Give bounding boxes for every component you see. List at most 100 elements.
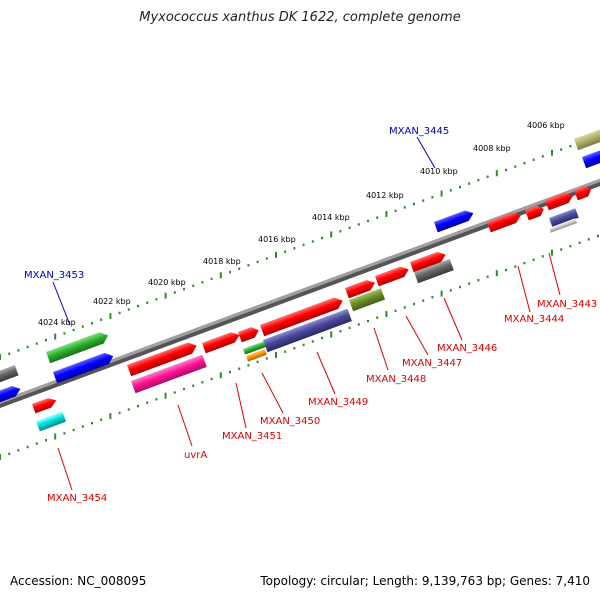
minor-tick — [523, 261, 526, 265]
gene-mxan-3445-arrow[interactable] — [434, 208, 475, 233]
gene-red-5[interactable] — [410, 250, 448, 273]
minor-tick — [569, 244, 572, 248]
outer-tick-ring — [0, 134, 599, 360]
gene-label-mxan-3444[interactable]: MXAN_3444 — [504, 314, 564, 325]
genome-title: Myxococcus xanthus DK 1622, complete gen… — [139, 10, 461, 25]
gene-red-4[interactable] — [574, 184, 593, 201]
gene-blue-edge[interactable] — [0, 384, 22, 403]
minor-tick — [229, 270, 231, 274]
minor-tick — [201, 281, 204, 284]
gene-label-mxan-3448[interactable]: MXAN_3448 — [366, 374, 426, 385]
gene-red-3[interactable] — [545, 190, 575, 211]
gene-label-mxan-3449[interactable]: MXAN_3449 — [308, 397, 368, 408]
gene-red-11[interactable] — [127, 340, 199, 377]
leader-line — [177, 404, 193, 447]
gene-khaki-arrow[interactable] — [574, 128, 600, 151]
gene-uvra-bar[interactable] — [131, 354, 207, 394]
minor-tick — [45, 338, 47, 342]
gene-red-2[interactable] — [525, 204, 546, 221]
minor-tick — [127, 408, 130, 411]
minor-tick — [284, 250, 287, 253]
gene-blue-left-arrow[interactable] — [53, 350, 115, 384]
minor-tick — [155, 298, 158, 301]
minor-tick — [238, 267, 241, 270]
minor-tick — [265, 257, 268, 260]
minor-tick — [505, 268, 507, 272]
minor-tick — [72, 428, 75, 432]
gene-label-mxan-3454[interactable]: MXAN_3454 — [47, 493, 107, 504]
gene-red-8[interactable] — [260, 295, 345, 337]
minor-tick — [100, 418, 103, 421]
major-tick — [0, 454, 1, 460]
gene-mxan-3453-arrow[interactable] — [46, 330, 110, 364]
minor-tick — [459, 185, 461, 189]
major-tick — [495, 170, 498, 177]
gene-mxan-3443-bar[interactable] — [549, 208, 579, 228]
minor-tick — [155, 398, 158, 401]
gene-mxan-3454-bar[interactable] — [36, 411, 67, 432]
minor-tick — [81, 325, 84, 328]
major-tick — [440, 190, 443, 197]
minor-tick — [367, 319, 369, 323]
gene-mxan-3448-bar[interactable] — [349, 288, 386, 312]
major-tick — [219, 372, 222, 379]
gene-label-uvra[interactable]: uvrA — [184, 450, 207, 461]
gene-label-mxan-3453[interactable]: MXAN_3453 — [24, 270, 84, 281]
major-tick — [330, 231, 333, 238]
minor-tick — [339, 330, 342, 333]
gene-mxan-3443-bar2[interactable] — [549, 218, 577, 233]
minor-tick — [431, 196, 434, 199]
leader-line — [52, 281, 71, 326]
gene-features[interactable] — [0, 128, 600, 432]
gene-label-mxan-3446[interactable]: MXAN_3446 — [437, 343, 497, 354]
gene-red-9[interactable] — [238, 325, 261, 343]
gene-label-mxan-3447[interactable]: MXAN_3447 — [402, 358, 462, 369]
gene-mxan-3450-green[interactable] — [243, 341, 266, 355]
minor-tick — [477, 278, 480, 282]
leader-line — [443, 297, 463, 341]
minor-tick — [541, 255, 544, 258]
gene-label-mxan-3451[interactable]: MXAN_3451 — [222, 431, 282, 442]
genome-summary-text: Topology: circular; Length: 9,139,763 bp… — [260, 574, 590, 588]
label-leader-lines — [52, 136, 561, 491]
gene-grey-edge[interactable] — [0, 365, 19, 383]
minor-tick — [17, 449, 20, 452]
gene-mxan-3446-bar[interactable] — [414, 258, 454, 284]
gene-red-10[interactable] — [202, 330, 241, 354]
major-tick — [164, 392, 167, 399]
major-tick — [385, 211, 388, 218]
minor-tick — [505, 168, 507, 172]
gene-blue-right-arrow[interactable] — [582, 150, 600, 169]
minor-tick — [422, 199, 425, 202]
gene-mxan-3450-orange[interactable] — [246, 349, 267, 362]
minor-tick — [348, 226, 351, 230]
minor-tick — [91, 421, 93, 425]
gene-red-6[interactable] — [375, 264, 411, 287]
minor-tick — [357, 223, 360, 226]
kbp-label-4012: 4012 kbp — [366, 191, 404, 200]
gene-red-7[interactable] — [345, 278, 377, 299]
gene-label-mxan-3445[interactable]: MXAN_3445 — [389, 126, 449, 137]
gene-label-mxan-3443[interactable]: MXAN_3443 — [537, 299, 597, 310]
minor-tick — [63, 332, 66, 335]
gene-red-12[interactable] — [32, 396, 58, 414]
minor-tick — [201, 381, 204, 384]
kbp-label-4018: 4018 kbp — [203, 257, 241, 266]
minor-tick — [311, 340, 314, 343]
minor-tick — [532, 158, 535, 161]
gene-mxan-3449-bar[interactable] — [263, 308, 352, 353]
minor-tick — [348, 326, 351, 330]
gene-label-mxan-3450[interactable]: MXAN_3450 — [260, 416, 320, 427]
minor-tick — [413, 302, 415, 306]
minor-tick — [357, 323, 360, 326]
leader-line — [261, 372, 284, 414]
major-tick — [275, 351, 277, 358]
minor-tick — [321, 336, 323, 340]
major-tick — [109, 413, 112, 420]
gene-red-1[interactable] — [487, 210, 523, 233]
major-tick — [275, 251, 277, 258]
major-tick — [330, 331, 333, 338]
minor-tick — [173, 391, 176, 394]
